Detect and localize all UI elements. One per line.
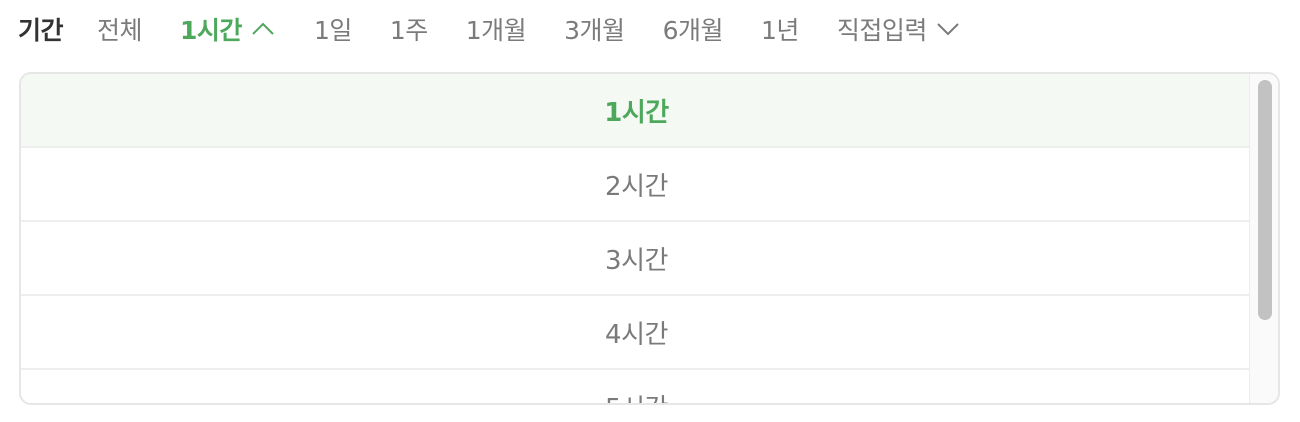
hour-option-list: 1시간 2시간 3시간 4시간 5시간 (21, 74, 1252, 403)
tab-6-months-label: 6개월 (662, 16, 724, 45)
option-3-hours[interactable]: 3시간 (21, 222, 1252, 296)
period-filter-bar: 기간 전체 1시간 1일 1주 1개월 3개월 6개월 1년 직접입력 (18, 6, 999, 52)
tab-1-month-label: 1개월 (465, 16, 527, 45)
tab-custom-input[interactable]: 직접입력 (837, 11, 961, 47)
chevron-up-icon (250, 21, 276, 37)
chevron-down-icon (935, 21, 961, 37)
option-2-hours[interactable]: 2시간 (21, 148, 1252, 222)
tab-1-day[interactable]: 1일 (314, 11, 352, 47)
option-5-hours[interactable]: 5시간 (21, 370, 1252, 404)
tab-all[interactable]: 전체 (97, 11, 143, 47)
scrollbar-thumb[interactable] (1258, 80, 1272, 320)
tab-1-year[interactable]: 1년 (761, 11, 799, 47)
tab-3-months[interactable]: 3개월 (564, 11, 625, 47)
tab-all-label: 전체 (97, 16, 143, 45)
tab-3-months-label: 3개월 (564, 16, 625, 45)
tab-1-year-label: 1년 (760, 16, 799, 45)
tab-1-day-label: 1일 (313, 16, 352, 45)
tab-custom-input-label: 직접입력 (836, 16, 928, 45)
tab-6-months[interactable]: 6개월 (662, 11, 724, 47)
tab-1-week[interactable]: 1주 (390, 11, 428, 47)
hour-dropdown-panel: 1시간 2시간 3시간 4시간 5시간 (19, 72, 1280, 405)
tab-1-month[interactable]: 1개월 (465, 11, 527, 47)
period-label: 기간 (18, 16, 64, 45)
option-1-hour[interactable]: 1시간 (21, 74, 1252, 148)
tab-1-hour-label: 1시간 (180, 16, 242, 45)
scrollbar-track[interactable] (1249, 74, 1278, 403)
tab-1-hour[interactable]: 1시간 (180, 11, 276, 47)
tab-1-week-label: 1주 (389, 16, 428, 45)
option-4-hours[interactable]: 4시간 (21, 296, 1252, 370)
